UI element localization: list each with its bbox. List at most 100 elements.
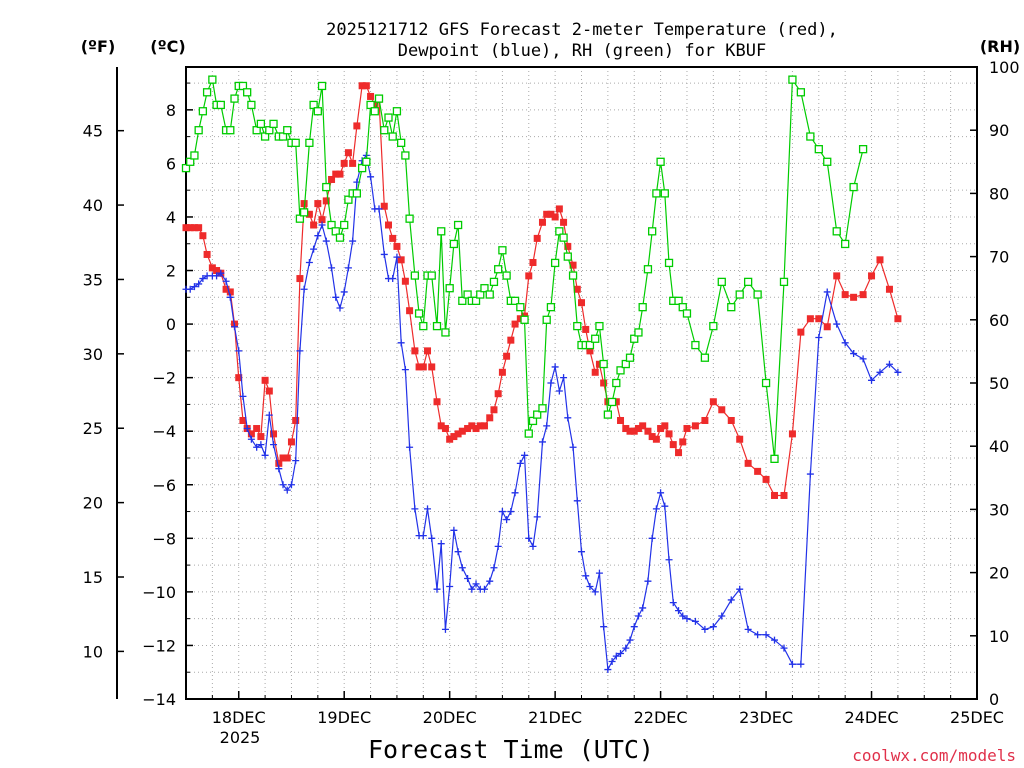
dewpoint-point bbox=[511, 489, 519, 497]
dewpoint-point bbox=[336, 304, 344, 312]
rh-point bbox=[265, 126, 274, 135]
rh-point bbox=[427, 271, 436, 280]
rh-point bbox=[362, 157, 371, 166]
temperature-point bbox=[401, 277, 409, 285]
dewpoint-point bbox=[679, 612, 687, 620]
rh-point bbox=[625, 353, 635, 362]
temperature-point bbox=[336, 170, 344, 178]
temperature-point bbox=[458, 427, 466, 435]
temperature-point bbox=[806, 315, 814, 323]
rh-point bbox=[181, 163, 191, 173]
rh-tick-label: 100 bbox=[989, 58, 1020, 77]
temperature-point bbox=[239, 416, 247, 424]
rh-point bbox=[437, 227, 446, 236]
credit-text: coolwx.com/models bbox=[852, 746, 1016, 765]
rh-point bbox=[603, 410, 613, 419]
temperature-point bbox=[529, 258, 537, 266]
dewpoint-point bbox=[472, 580, 480, 588]
rh-point bbox=[717, 277, 726, 287]
temperature-point bbox=[195, 224, 203, 232]
fahrenheit-tick-label: 25 bbox=[83, 419, 103, 438]
temperature-point bbox=[235, 374, 243, 382]
dewpoint-point bbox=[261, 451, 269, 459]
rh-point bbox=[322, 182, 331, 192]
temperature-point bbox=[644, 427, 652, 435]
temperature-point bbox=[503, 352, 511, 360]
temperature-point bbox=[639, 422, 647, 430]
dewpoint-point bbox=[718, 612, 726, 620]
rh-point bbox=[753, 290, 762, 299]
dewpoint-point bbox=[464, 574, 472, 582]
dewpoint-point bbox=[195, 280, 203, 288]
rh-point bbox=[352, 189, 362, 198]
dewpoint-point bbox=[675, 607, 683, 615]
dewpoint-point bbox=[551, 363, 559, 371]
fahrenheit-tick-label: 40 bbox=[83, 196, 103, 215]
rh-tick-label: 60 bbox=[989, 311, 1009, 330]
celsius-tick-label: 8 bbox=[166, 101, 176, 120]
rh-point bbox=[652, 189, 661, 198]
dewpoint-point bbox=[344, 264, 352, 272]
celsius-tick-label: 6 bbox=[166, 154, 176, 173]
temperature-point bbox=[437, 422, 445, 430]
temperature-point bbox=[305, 210, 313, 218]
temperature-point bbox=[634, 425, 642, 433]
temperature-point bbox=[275, 459, 283, 467]
rh-point bbox=[664, 258, 674, 268]
celsius-tick-label: −2 bbox=[152, 369, 176, 388]
dewpoint-point bbox=[498, 508, 506, 516]
temperature-point bbox=[754, 467, 762, 475]
temperature-point bbox=[591, 368, 599, 376]
dewpoint-point bbox=[538, 438, 546, 446]
rh-point bbox=[770, 454, 779, 463]
chart-title-line-1: 2025121712 GFS Forecast 2-meter Temperat… bbox=[326, 20, 838, 40]
rh-point bbox=[480, 284, 489, 293]
rh-point bbox=[208, 75, 217, 84]
dewpoint-point bbox=[560, 374, 568, 382]
temperature-point bbox=[661, 422, 669, 430]
dewpoint-point bbox=[332, 293, 340, 301]
dewpoint-point bbox=[661, 502, 669, 510]
rh-point bbox=[458, 296, 467, 305]
dewpoint-point bbox=[780, 644, 788, 652]
temperature-point bbox=[823, 323, 831, 331]
dewpoint-point bbox=[569, 443, 577, 451]
temperature-point bbox=[371, 100, 379, 108]
fahrenheit-tick-label: 20 bbox=[83, 494, 103, 513]
rh-point bbox=[516, 303, 525, 312]
temperature-point bbox=[833, 272, 841, 280]
temperature-point bbox=[226, 288, 234, 296]
temperature-point bbox=[472, 425, 480, 433]
rh-point bbox=[441, 328, 450, 337]
temperature-point bbox=[190, 224, 198, 232]
temperature-point bbox=[384, 221, 392, 229]
rh-point bbox=[700, 353, 710, 362]
rh-line bbox=[185, 77, 864, 459]
dewpoint-point bbox=[375, 205, 383, 213]
rh-point bbox=[494, 265, 503, 274]
rh-tick-label: 0 bbox=[989, 690, 999, 709]
temperature-point bbox=[665, 430, 673, 438]
rh-point bbox=[388, 132, 397, 141]
dewpoint-point bbox=[841, 339, 849, 347]
dewpoint-point bbox=[480, 585, 488, 593]
temperature-point bbox=[300, 200, 308, 208]
dewpoint-point bbox=[529, 542, 537, 550]
dewpoint-point bbox=[257, 441, 265, 449]
temperature-point bbox=[507, 336, 515, 344]
dewpoint-point bbox=[226, 293, 234, 301]
temperature-point bbox=[498, 368, 506, 376]
dewpoint-point bbox=[604, 666, 612, 674]
temperature-point bbox=[652, 435, 660, 443]
dewpoint-point bbox=[397, 339, 405, 347]
dewpoint-point bbox=[555, 387, 563, 395]
temperature-point bbox=[380, 202, 388, 210]
rh-point bbox=[278, 132, 288, 141]
dewpoint-point bbox=[815, 333, 823, 341]
temperature-point bbox=[600, 379, 608, 387]
rh-point bbox=[380, 126, 389, 135]
dewpoint-point bbox=[709, 623, 717, 631]
temperature-point bbox=[560, 218, 568, 226]
temperature-point bbox=[428, 363, 436, 371]
